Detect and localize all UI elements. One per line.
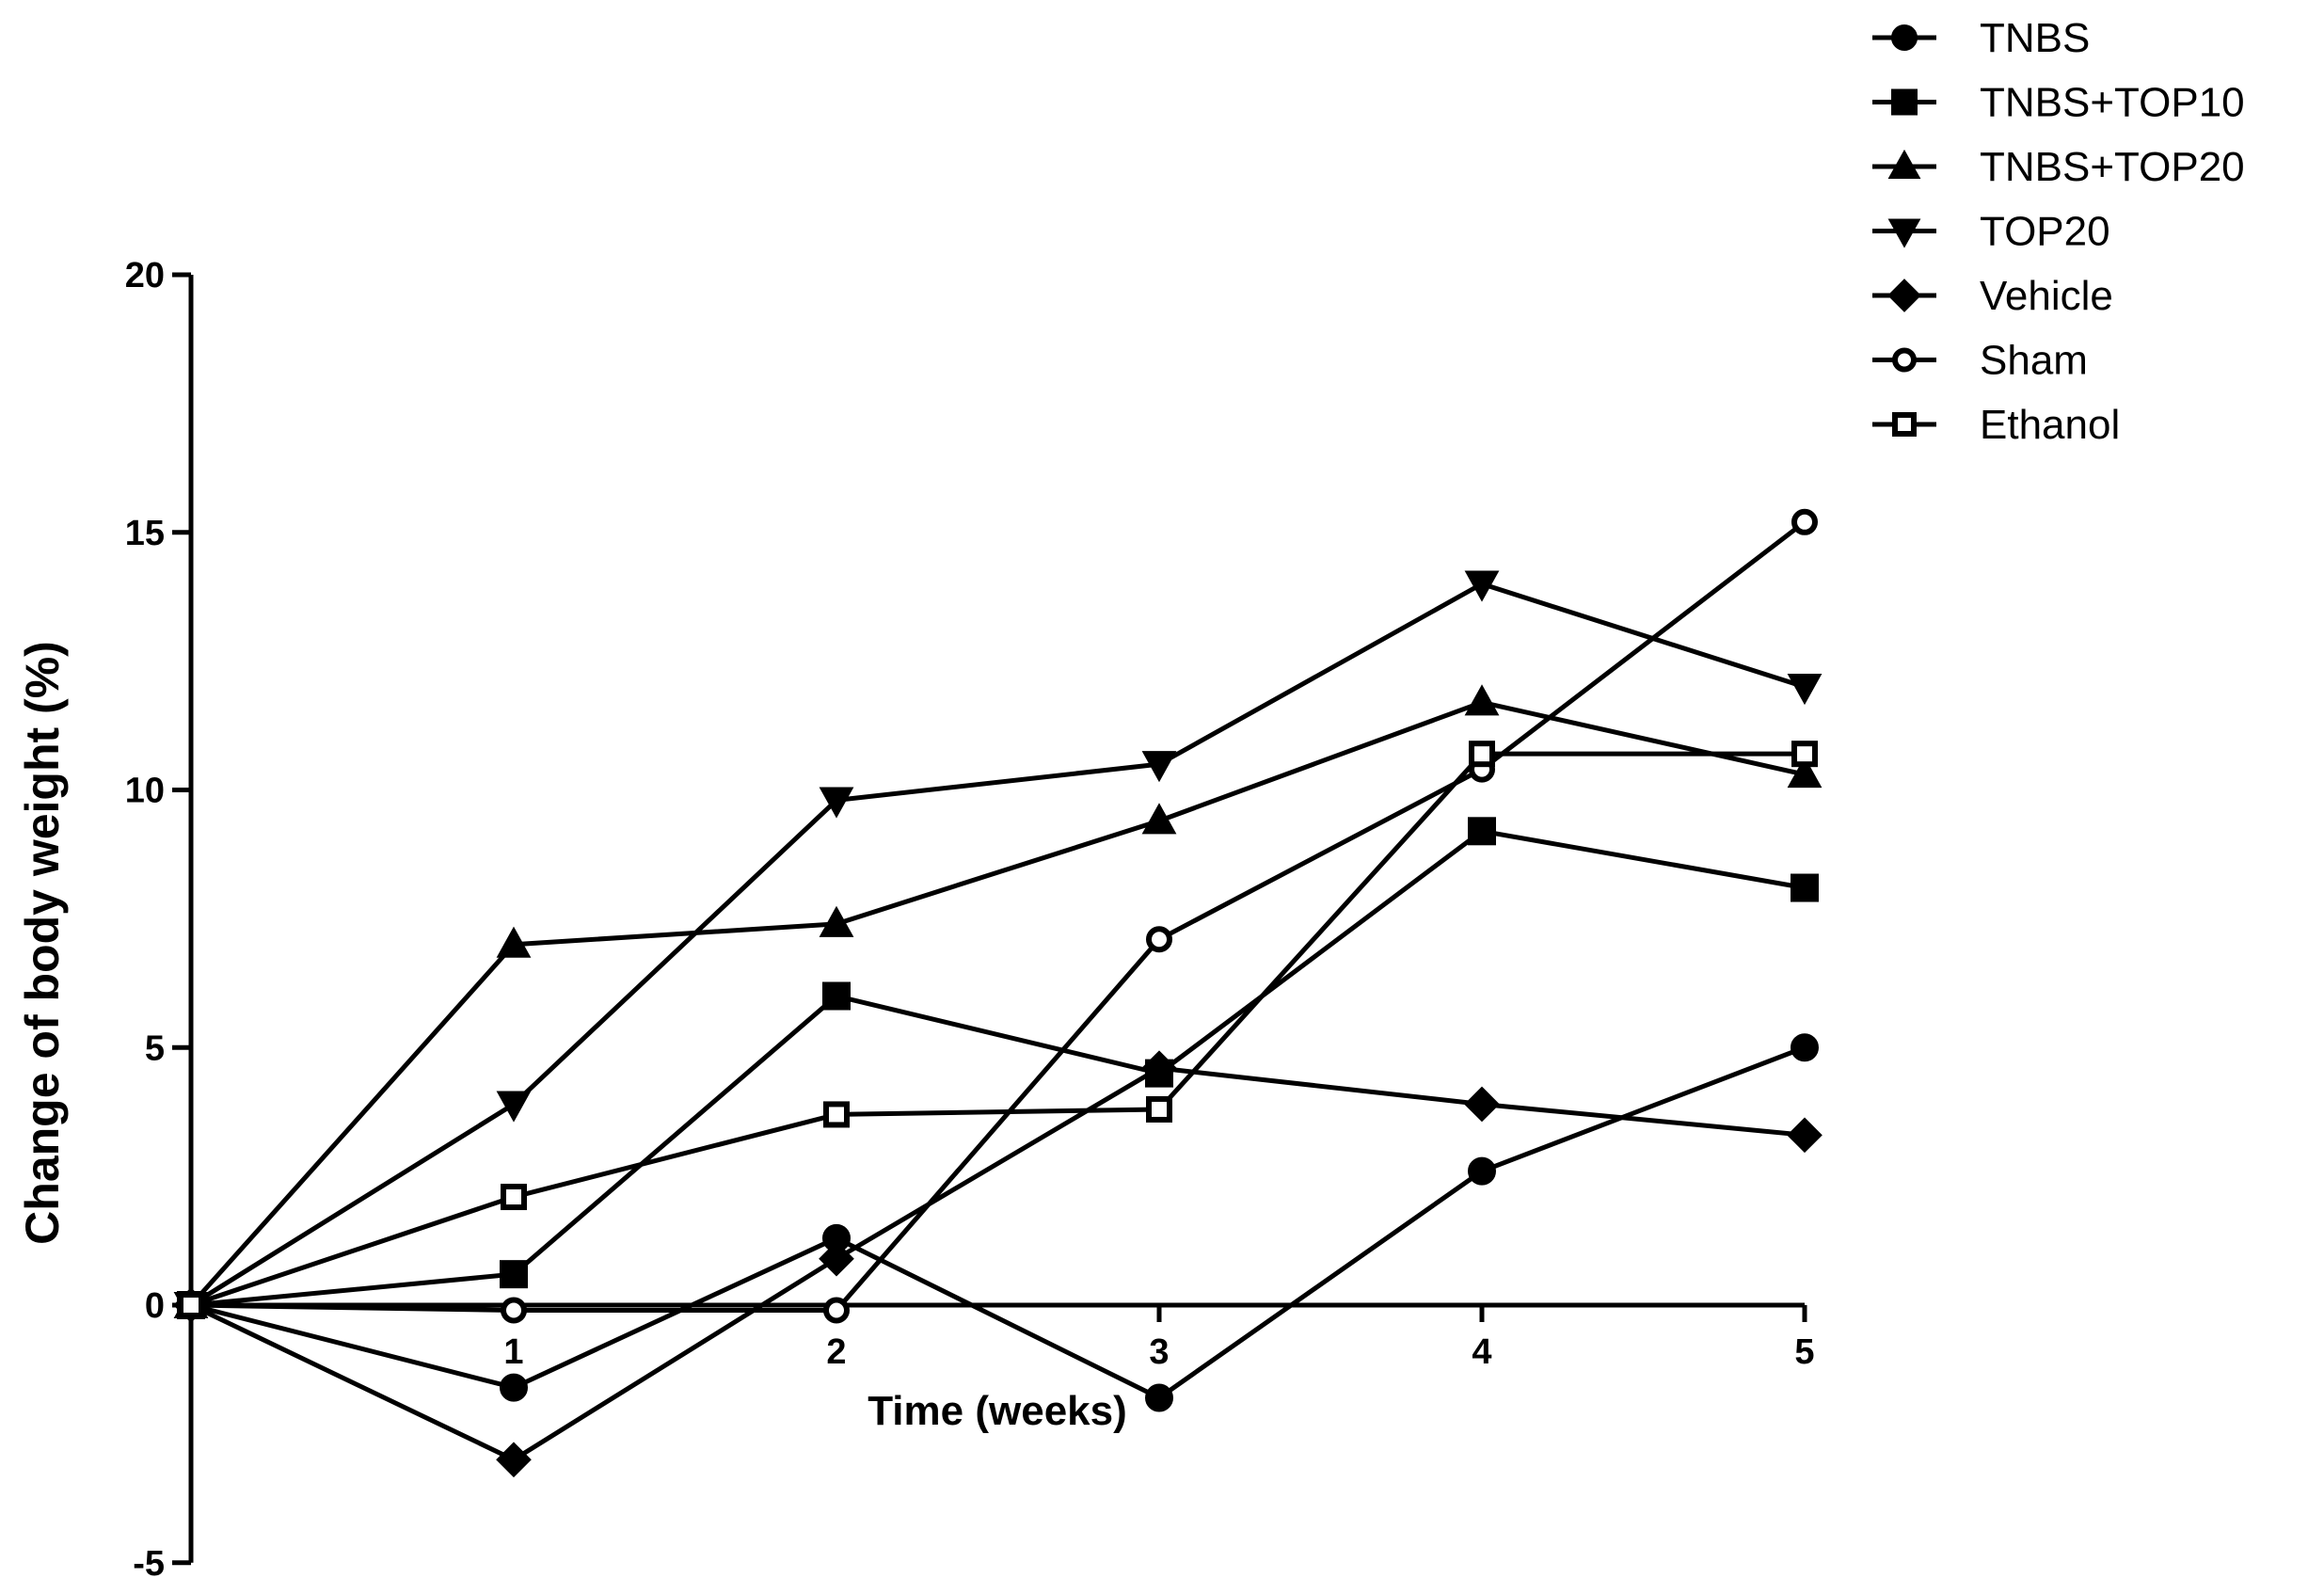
data-point-tnbs-top20	[1464, 684, 1500, 716]
chart-axes: -5 0 5 10 15 20 1 2 3 4 5	[125, 256, 1815, 1584]
data-point-sham	[823, 1297, 850, 1324]
legend-label: Ethanol	[1980, 402, 2120, 448]
y-tick-label: -5	[133, 1544, 165, 1584]
data-point-tnbs-top20	[1141, 803, 1177, 835]
data-point-tnbs	[1145, 1383, 1173, 1412]
data-point-tnbs-top10	[822, 981, 851, 1011]
legend-item-ethanol: Ethanol	[1872, 402, 2120, 448]
data-point-ethanol	[1146, 1095, 1172, 1123]
data-point-vehicle	[496, 1442, 532, 1478]
data-point-top20	[496, 1091, 532, 1123]
data-point-tnbs-top10	[1791, 873, 1819, 902]
chart-legend: TNBS TNBS+TOP10 TNBS+TOP20 TOP20 Vehicle Sham…	[1872, 15, 2245, 448]
data-point-top20	[1464, 570, 1500, 602]
y-tick-label: 0	[145, 1286, 165, 1326]
data-point-sham	[501, 1297, 527, 1324]
series-line-tnbs-top10	[190, 828, 1806, 1308]
data-point-sham	[1791, 508, 1818, 535]
legend-marker	[1887, 279, 1921, 312]
chart-series	[173, 508, 1823, 1478]
legend-marker	[1891, 88, 1918, 116]
x-tick-label: 5	[1794, 1332, 1814, 1372]
y-tick-label: 20	[125, 256, 165, 295]
data-point-ethanol	[501, 1184, 527, 1211]
series-top20	[173, 570, 1823, 1324]
series-tnbs-top10	[177, 817, 1819, 1319]
legend-item-tnbs: TNBS	[1872, 15, 2090, 61]
x-tick-label: 4	[1472, 1332, 1491, 1372]
series-line-sham	[190, 519, 1807, 1313]
y-tick-label: 5	[145, 1028, 165, 1068]
legend-label: TNBS	[1980, 15, 2090, 61]
data-point-tnbs-top20	[819, 905, 854, 937]
legend-label: TNBS+TOP10	[1980, 80, 2245, 126]
legend-item-top20: TOP20	[1872, 209, 2110, 255]
data-point-vehicle	[1464, 1086, 1500, 1123]
legend-marker	[1887, 218, 1921, 248]
data-point-top20	[819, 787, 854, 819]
data-point-ethanol	[1469, 741, 1495, 768]
y-tick-label: 15	[125, 514, 165, 553]
series-vehicle	[173, 1050, 1823, 1478]
legend-marker	[1887, 149, 1921, 179]
legend-item-sham: Sham	[1872, 338, 2088, 384]
legend-marker	[1892, 412, 1917, 437]
y-axis-title: Change of body weight (%)	[16, 641, 69, 1245]
legend-label: TOP20	[1980, 209, 2110, 255]
data-point-top20	[1787, 674, 1823, 706]
data-point-top20	[1141, 751, 1177, 783]
x-tick-label: 1	[503, 1332, 523, 1372]
x-axis-title: Time (weeks)	[868, 1388, 1127, 1434]
y-tick-label: 10	[125, 772, 165, 811]
data-point-tnbs-top10	[1468, 817, 1496, 846]
legend-marker	[1892, 347, 1917, 373]
legend-item-tnbs-top10: TNBS+TOP10	[1872, 80, 2245, 126]
series-sham	[178, 508, 1818, 1324]
data-point-ethanol	[178, 1292, 204, 1318]
series-ethanol	[178, 741, 1818, 1318]
data-point-vehicle	[1787, 1117, 1823, 1154]
legend-label: Vehicle	[1980, 273, 2113, 319]
data-point-tnbs	[1468, 1156, 1496, 1186]
series-line-ethanol	[190, 751, 1805, 1308]
data-point-tnbs-top20	[496, 926, 532, 958]
data-point-tnbs	[1791, 1033, 1819, 1062]
data-point-sham	[1146, 926, 1172, 953]
data-point-vehicle	[819, 1240, 854, 1277]
data-point-vehicle	[1141, 1050, 1177, 1086]
data-point-tnbs-top10	[500, 1260, 528, 1289]
series-line-vehicle	[189, 1065, 1806, 1462]
data-point-tnbs-top20	[1787, 756, 1823, 789]
series-line-tnbs-top20	[189, 699, 1806, 1307]
legend-marker	[1891, 24, 1918, 51]
data-point-ethanol	[823, 1101, 850, 1128]
legend-label: TNBS+TOP20	[1980, 144, 2245, 190]
series-line-tnbs	[190, 1044, 1806, 1401]
x-tick-label: 2	[826, 1332, 846, 1372]
x-tick-label: 3	[1149, 1332, 1169, 1372]
data-point-ethanol	[1791, 741, 1818, 768]
legend-item-tnbs-top20: TNBS+TOP20	[1872, 144, 2245, 190]
legend-item-vehicle: Vehicle	[1872, 273, 2113, 319]
legend-label: Sham	[1980, 338, 2088, 384]
series-tnbs	[177, 1033, 1819, 1412]
data-point-tnbs	[500, 1373, 528, 1402]
series-line-top20	[189, 582, 1806, 1308]
